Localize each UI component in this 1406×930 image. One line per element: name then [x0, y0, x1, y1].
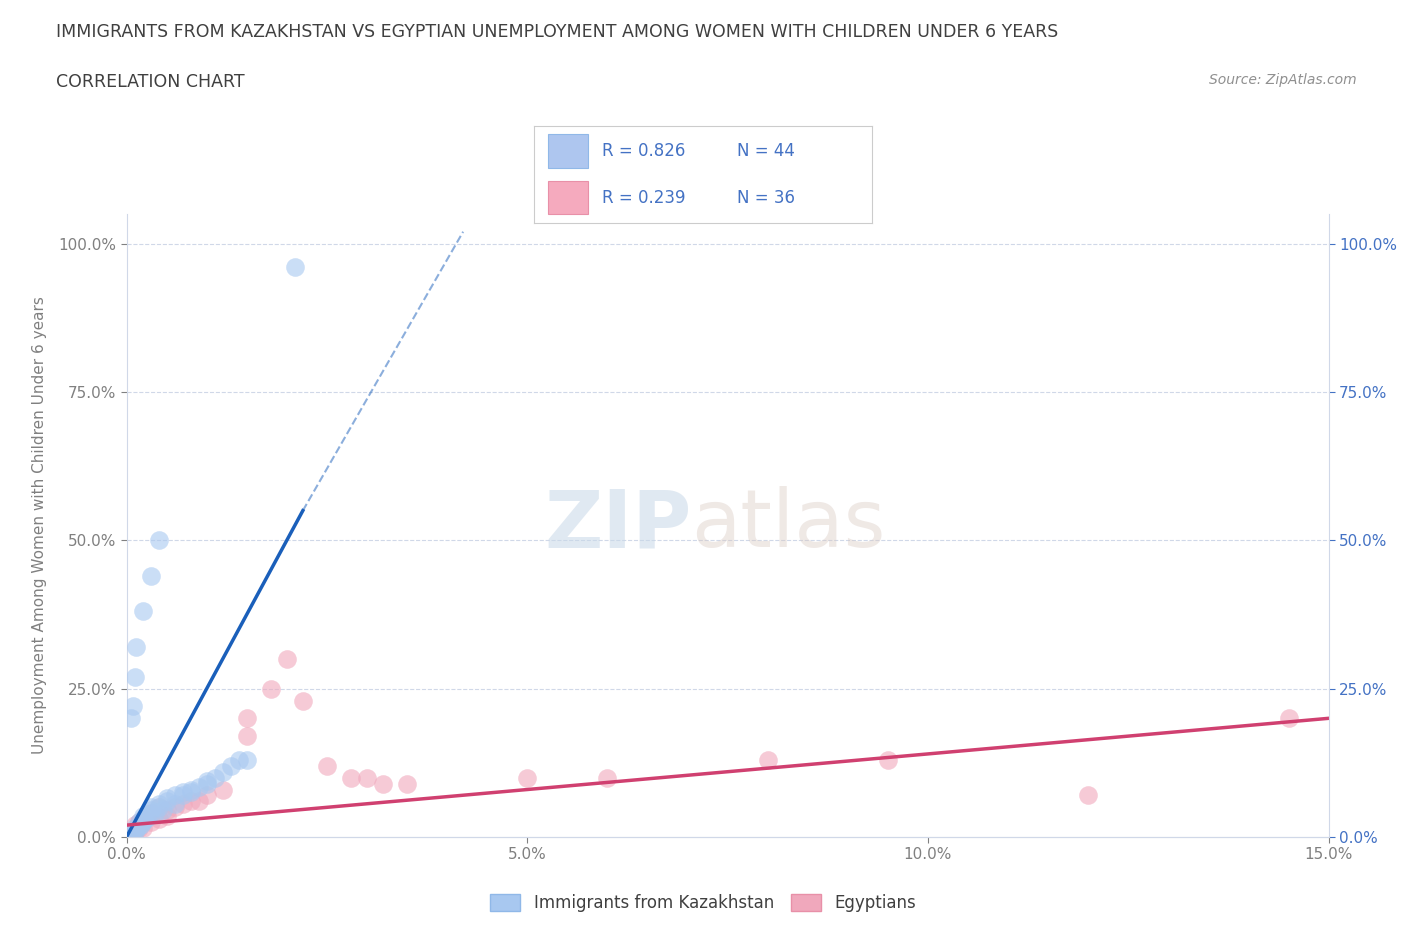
Point	[356, 770, 378, 785]
Point	[122, 699, 145, 714]
Point	[204, 770, 226, 785]
Point	[148, 800, 170, 815]
Point	[139, 800, 162, 815]
Point	[148, 800, 170, 815]
Point	[235, 729, 259, 744]
Text: CORRELATION CHART: CORRELATION CHART	[56, 73, 245, 90]
Point	[139, 805, 162, 820]
Point	[180, 782, 202, 797]
Point	[155, 794, 177, 809]
Point	[128, 815, 150, 830]
Point	[120, 827, 142, 842]
Point	[163, 797, 186, 812]
Point	[131, 809, 153, 824]
Point	[155, 809, 177, 824]
Point	[596, 770, 619, 785]
Point	[120, 827, 142, 842]
Point	[143, 805, 166, 820]
Point	[131, 812, 153, 827]
Point	[1277, 711, 1299, 725]
Point	[877, 752, 900, 767]
Point	[180, 794, 202, 809]
Point	[219, 758, 242, 773]
Point	[180, 785, 202, 800]
Point	[155, 791, 177, 806]
Point	[1077, 788, 1099, 803]
Text: N = 44: N = 44	[737, 142, 794, 160]
Point	[155, 803, 177, 817]
Point	[125, 640, 148, 655]
Point	[122, 825, 145, 840]
Point	[276, 652, 298, 667]
Point	[284, 259, 307, 274]
Point	[172, 785, 194, 800]
Point	[135, 811, 157, 826]
Point	[371, 777, 394, 791]
Point	[131, 815, 153, 830]
Point	[131, 812, 153, 827]
Point	[187, 779, 209, 794]
Point	[124, 824, 146, 839]
Point	[211, 764, 233, 779]
Point	[128, 820, 150, 835]
Point	[128, 815, 150, 830]
Point	[195, 788, 218, 803]
Text: R = 0.826: R = 0.826	[602, 142, 685, 160]
Point	[152, 803, 174, 817]
Point	[315, 758, 337, 773]
Text: IMMIGRANTS FROM KAZAKHSTAN VS EGYPTIAN UNEMPLOYMENT AMONG WOMEN WITH CHILDREN UN: IMMIGRANTS FROM KAZAKHSTAN VS EGYPTIAN U…	[56, 23, 1059, 41]
Point	[195, 773, 218, 788]
Point	[211, 782, 233, 797]
Point	[128, 819, 150, 834]
Point	[260, 681, 283, 696]
Point	[134, 813, 156, 828]
Point	[124, 670, 146, 684]
Point	[163, 800, 186, 815]
Point	[124, 824, 146, 839]
Point	[172, 797, 194, 812]
Point	[131, 604, 153, 619]
Point	[139, 815, 162, 830]
Point	[139, 803, 162, 817]
Text: atlas: atlas	[692, 486, 886, 565]
Point	[187, 794, 209, 809]
Text: R = 0.239: R = 0.239	[602, 189, 685, 206]
Point	[148, 797, 170, 812]
Y-axis label: Unemployment Among Women with Children Under 6 years: Unemployment Among Women with Children U…	[32, 297, 46, 754]
Point	[235, 711, 259, 725]
Point	[163, 788, 186, 803]
Point	[516, 770, 538, 785]
Point	[120, 711, 142, 725]
Legend: Immigrants from Kazakhstan, Egyptians: Immigrants from Kazakhstan, Egyptians	[485, 889, 921, 917]
Point	[396, 777, 419, 791]
Point	[131, 820, 153, 835]
Text: N = 36: N = 36	[737, 189, 794, 206]
Point	[124, 817, 146, 832]
Point	[148, 533, 170, 548]
Point	[172, 788, 194, 803]
Text: ZIP: ZIP	[544, 486, 692, 565]
Point	[125, 822, 148, 837]
Point	[756, 752, 779, 767]
Point	[124, 820, 146, 835]
Point	[139, 805, 162, 820]
Point	[122, 825, 145, 840]
Bar	[548, 134, 588, 167]
Point	[148, 812, 170, 827]
Point	[291, 693, 314, 708]
Bar	[548, 181, 588, 215]
Point	[195, 777, 218, 791]
Point	[129, 817, 152, 832]
Point	[340, 770, 363, 785]
Text: Source: ZipAtlas.com: Source: ZipAtlas.com	[1209, 73, 1357, 86]
Point	[139, 568, 162, 583]
Point	[228, 752, 250, 767]
Point	[235, 752, 259, 767]
